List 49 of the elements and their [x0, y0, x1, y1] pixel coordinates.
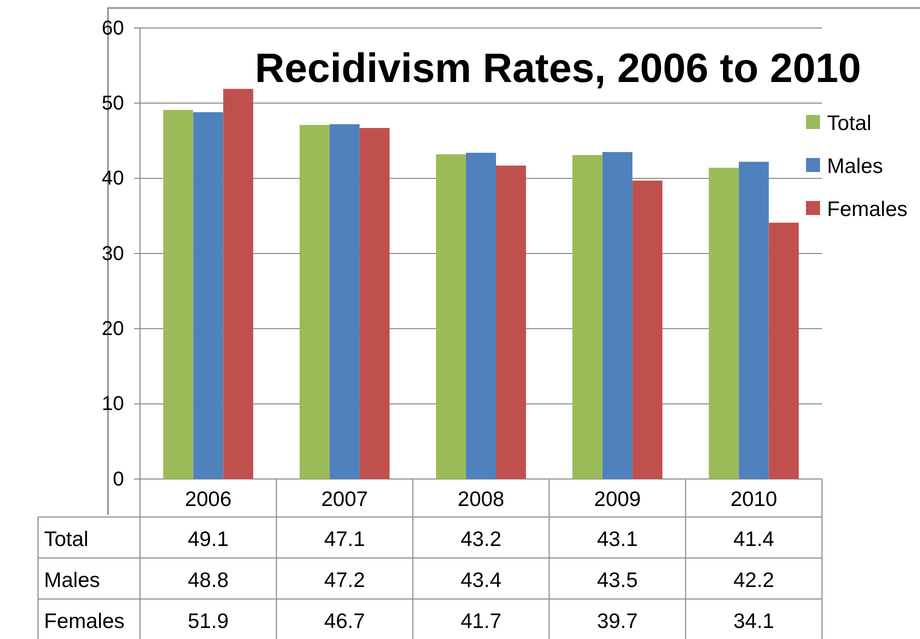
y-tick-label: 40 — [102, 168, 124, 190]
bar — [330, 124, 360, 479]
text: Males — [44, 569, 100, 592]
bar — [496, 166, 526, 479]
legend-label: Total — [827, 112, 872, 135]
bar — [193, 112, 224, 479]
bar — [602, 152, 632, 479]
chart-title: Recidivism Rates, 2006 to 2010 — [254, 45, 862, 91]
data-label: 47.2 — [324, 569, 366, 592]
x-tick-label: 2006 — [184, 488, 232, 511]
data-label: 43.4 — [460, 569, 502, 592]
bar — [572, 155, 602, 479]
data-label: 46.7 — [324, 610, 366, 633]
y-tick-label: 10 — [102, 393, 124, 416]
legend-label: Females — [827, 198, 908, 221]
y-tick-label: 30 — [102, 242, 124, 265]
x-tick-label: 2007 — [321, 488, 368, 511]
legend-label: Males — [827, 155, 884, 178]
data-label: 34.1 — [733, 610, 774, 633]
bar — [466, 152, 496, 479]
y-tick-label: 20 — [102, 318, 124, 340]
bar — [768, 222, 799, 479]
data-label: 43.2 — [460, 528, 502, 551]
bar — [300, 124, 330, 479]
x-tick-label: 2008 — [458, 488, 504, 511]
text: Females — [44, 610, 125, 633]
bar — [163, 110, 194, 479]
bar — [738, 162, 769, 479]
data-label: 51.9 — [188, 610, 229, 633]
data-label: 48.8 — [188, 569, 229, 592]
y-tick-label: 60 — [102, 17, 124, 40]
bar — [223, 88, 254, 479]
bar — [632, 180, 662, 479]
x-tick-label: 2010 — [730, 488, 778, 511]
data-label: 49.1 — [188, 528, 229, 551]
bar — [708, 168, 739, 479]
data-label: 43.1 — [596, 528, 638, 551]
data-label: 41.4 — [733, 528, 775, 551]
x-tick-label: 2009 — [594, 488, 641, 511]
data-label: 41.7 — [460, 610, 502, 633]
data-label: 42.2 — [733, 569, 774, 592]
data-label: 43.5 — [596, 569, 638, 592]
bar — [360, 128, 390, 479]
data-label: 39.7 — [596, 610, 638, 633]
data-label: 47.1 — [324, 528, 366, 551]
y-tick-label: 50 — [102, 92, 124, 115]
y-tick-label: 0 — [112, 468, 124, 490]
text: Total — [44, 528, 88, 551]
bar — [436, 154, 466, 479]
